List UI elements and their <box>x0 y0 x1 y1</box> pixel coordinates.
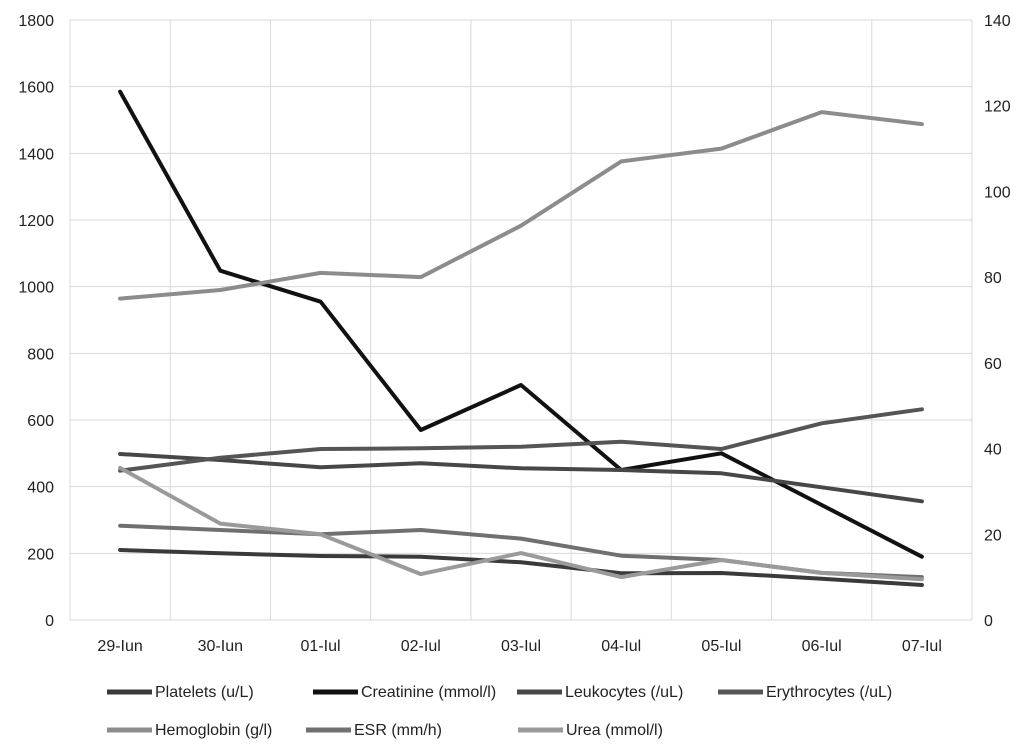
x-tick-label: 03-Iul <box>501 638 541 655</box>
left-tick-label: 200 <box>27 546 54 563</box>
right-tick-label: 140 <box>984 13 1011 30</box>
x-tick-label: 04-Iul <box>601 638 641 655</box>
left-axis: 0 200 400 600 800 1000 1200 1400 1600 1800 <box>18 13 54 630</box>
legend-label: Urea (mmol/l) <box>566 722 663 739</box>
x-tick-label: 07-Iul <box>902 638 942 655</box>
series-line-4 <box>118 110 924 301</box>
series-line-0 <box>118 548 924 587</box>
left-tick-label: 1400 <box>18 146 54 163</box>
grid <box>69 19 973 621</box>
left-tick-label: 0 <box>45 613 54 630</box>
right-tick-label: 0 <box>984 613 993 630</box>
right-tick-label: 100 <box>984 184 1011 201</box>
right-tick-label: 120 <box>984 99 1011 116</box>
left-tick-label: 400 <box>27 480 54 497</box>
x-tick-label: 02-Iul <box>401 638 441 655</box>
legend-label: Creatinine (mmol/l) <box>361 684 496 701</box>
right-tick-label: 20 <box>984 527 1002 544</box>
series-lines <box>118 89 924 587</box>
legend-label: Platelets (u/L) <box>155 684 254 701</box>
legend-label: Leukocytes (/uL) <box>565 684 683 701</box>
left-tick-label: 1200 <box>18 213 54 230</box>
series-line-1 <box>118 89 924 559</box>
x-tick-label: 30-Iun <box>198 638 243 655</box>
legend-label: ESR (mm/h) <box>354 722 442 739</box>
right-axis: 0 20 40 60 80 100 120 140 <box>984 13 1011 630</box>
x-tick-label: 05-Iul <box>701 638 741 655</box>
left-tick-label: 1000 <box>18 280 54 297</box>
left-tick-label: 800 <box>27 346 54 363</box>
right-tick-label: 80 <box>984 270 1002 287</box>
legend-label: Hemoglobin (g/l) <box>155 722 272 739</box>
series-line-6 <box>118 465 924 582</box>
x-tick-label: 06-Iul <box>802 638 842 655</box>
series-line-3 <box>118 407 924 473</box>
right-tick-label: 40 <box>984 442 1002 459</box>
left-tick-label: 600 <box>27 413 54 430</box>
series-line-2 <box>118 452 924 504</box>
legend: Platelets (u/L) Creatinine (mmol/l) Leukoc… <box>107 684 892 739</box>
legend-label: Erythrocytes (/uL) <box>766 684 892 701</box>
left-tick-label: 1800 <box>18 13 54 30</box>
x-tick-label: 01-Iul <box>301 638 341 655</box>
right-tick-label: 60 <box>984 356 1002 373</box>
left-tick-label: 1600 <box>18 80 54 97</box>
x-axis: 29-Iun 30-Iun 01-Iul 02-Iul 03-Iul 04-Iul 05-I… <box>97 638 941 655</box>
x-tick-label: 29-Iun <box>97 638 142 655</box>
